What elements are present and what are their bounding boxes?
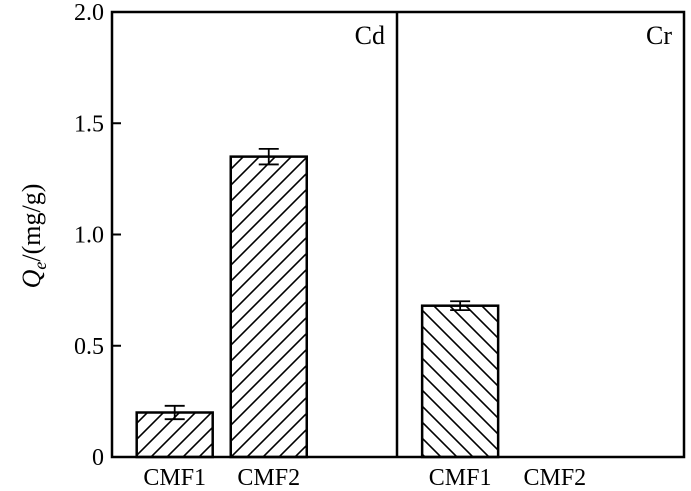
panel-label-cr: Cr xyxy=(646,21,672,50)
error-bar-cr-cmf1 xyxy=(450,300,471,312)
panel-label-cd: Cd xyxy=(355,21,385,50)
bar-cr-cmf1 xyxy=(420,304,500,459)
y-tick-label: 1.0 xyxy=(74,223,104,249)
bar-cd-cmf2 xyxy=(229,155,308,459)
y-tick-label: 0 xyxy=(92,445,104,471)
labels-layer: 0 0.5 1.0 1.5 2.0 Cd CMF1 CMF2 Cr CMF1 CMF2 xyxy=(74,0,672,491)
x-category-label: CMF1 xyxy=(429,465,492,491)
y-tick-label: 2.0 xyxy=(74,0,104,26)
x-category-label: CMF2 xyxy=(523,465,586,491)
x-category-label: CMF2 xyxy=(237,465,300,491)
error-bar-cd-cmf2 xyxy=(258,147,279,166)
y-tick-label: 1.5 xyxy=(74,111,104,137)
x-category-label: CMF1 xyxy=(143,465,206,491)
y-axis-label-subscript: e xyxy=(30,262,50,270)
y-axis-label-unit: /(mg/g) xyxy=(17,184,46,262)
y-tick-label: 0.5 xyxy=(74,334,104,360)
axes-layer xyxy=(110,10,686,459)
error-bar-cd-cmf1 xyxy=(164,404,185,421)
bars-layer xyxy=(135,147,500,459)
y-axis-label-symbol: Q xyxy=(17,269,46,288)
y-axis-label: Qe/(mg/g) xyxy=(17,184,50,289)
